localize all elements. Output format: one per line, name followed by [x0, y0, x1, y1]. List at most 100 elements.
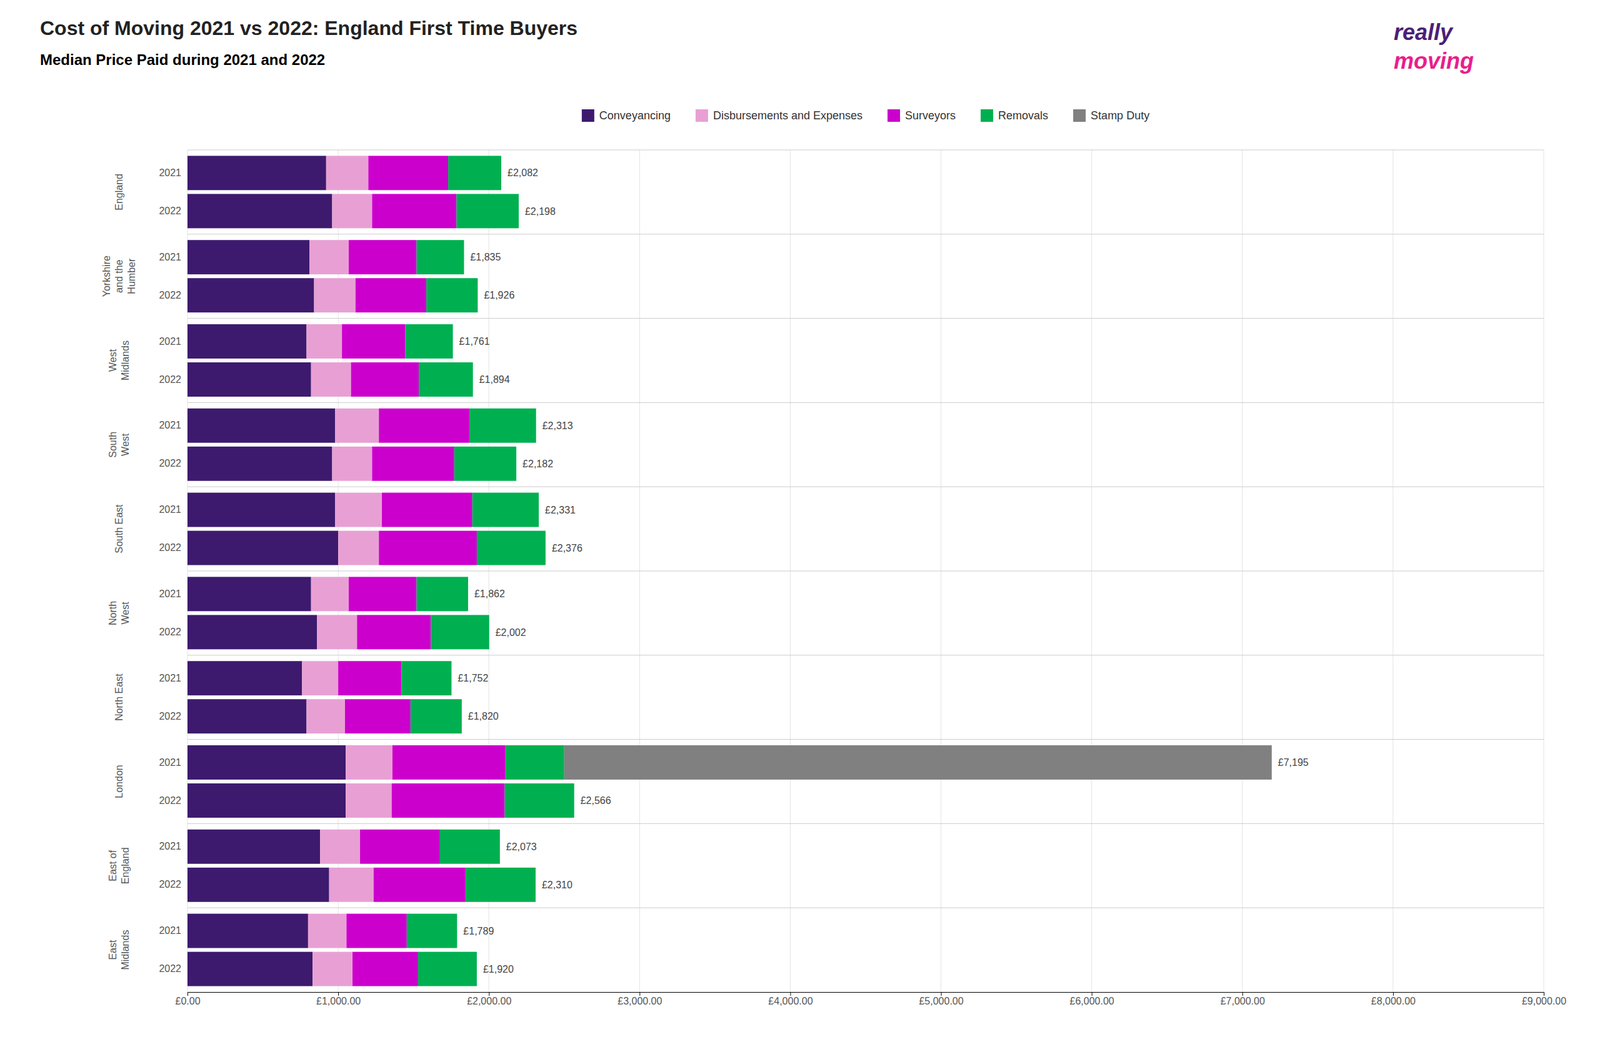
bar-segment — [360, 830, 440, 865]
y-tick-label: 2021 — [158, 757, 182, 769]
legend-item: Disbursements and Expenses — [695, 109, 863, 122]
legend-swatch — [581, 109, 595, 122]
group-label: Yorkshireand theHumber — [101, 255, 137, 297]
bar-segment — [187, 278, 315, 313]
bar-segment — [418, 952, 477, 987]
total-label: £1,820 — [468, 711, 499, 722]
y-tick: 2022 — [158, 963, 188, 975]
bar-segment — [187, 408, 335, 444]
y-axis-group: 20212022 — [158, 336, 188, 385]
series — [401, 155, 574, 987]
bar-segment — [451, 661, 452, 696]
x-tick-mark — [338, 992, 339, 997]
bar-segment — [406, 914, 458, 949]
bar-segment — [452, 324, 454, 359]
bar-segment — [469, 408, 537, 444]
legend-label: Surveyors — [905, 109, 956, 122]
bar-segment — [320, 830, 360, 865]
bar-segment — [345, 745, 393, 780]
bar-segment — [371, 193, 457, 229]
total-label: £2,310 — [541, 880, 573, 891]
bar-segment — [545, 531, 546, 566]
annotation: really — [1393, 19, 1454, 45]
y-tick-label: 2021 — [158, 251, 182, 263]
group-separator — [187, 402, 1544, 404]
total-label: £2,002 — [495, 627, 527, 639]
x-tick-mark — [1091, 992, 1093, 997]
group-label: EastMidlands — [107, 930, 131, 971]
x-tick: £5,000.00 — [918, 992, 964, 1007]
bar-segment — [187, 745, 346, 780]
bar-segment — [456, 914, 458, 949]
bar-segment — [573, 783, 575, 819]
group-separator — [187, 318, 1544, 319]
y-tick-label: 2022 — [158, 290, 182, 301]
bar-segment — [416, 576, 468, 612]
group-label: WestMidlands — [107, 340, 131, 381]
group-separator — [187, 233, 1544, 235]
bar-segment — [335, 408, 379, 444]
bar-segment — [351, 362, 420, 397]
bar-segment — [505, 783, 575, 819]
y-tick-label: 2021 — [158, 167, 182, 179]
group-separator — [187, 655, 1544, 656]
x-tick-label: £2,000.00 — [466, 996, 512, 1007]
group-separator — [187, 908, 1544, 909]
x-tick: £9,000.00 — [1521, 992, 1567, 1007]
y-tick-label: 2021 — [158, 504, 182, 515]
bar-segment — [472, 493, 539, 528]
group-separator — [187, 823, 1544, 825]
y-tick: 2021 — [158, 588, 188, 600]
y-tick-label: 2022 — [158, 205, 182, 217]
bar-segment — [488, 615, 490, 650]
bar-segment — [401, 661, 452, 696]
bar-segment — [312, 952, 353, 987]
group-separator — [187, 150, 1544, 151]
bar-segment — [516, 446, 517, 482]
bar-segment — [187, 952, 313, 987]
plot-area: £2,082£2,198£1,835£1,926£1,761£1,894£2,3… — [101, 150, 1567, 1007]
x-tick-mark — [1543, 992, 1545, 997]
bar-segment — [463, 240, 465, 275]
x-tick-mark — [941, 992, 942, 997]
bar-segment — [311, 576, 349, 612]
bar-segment — [461, 699, 462, 734]
x-axis: £0.00£1,000.00£2,000.00£3,000.00£4,000.0… — [175, 992, 1567, 1007]
total-label: £1,752 — [457, 673, 489, 684]
bar-segment — [187, 155, 327, 190]
bar-segment — [392, 745, 506, 780]
group-separator — [187, 739, 1544, 740]
bars — [187, 155, 1272, 987]
y-axis-group: 20212022 — [158, 504, 188, 554]
y-tick-label: 2021 — [158, 673, 182, 684]
total-label: £7,195 — [1278, 757, 1309, 769]
bar-segment — [378, 531, 477, 566]
series — [338, 155, 506, 987]
bar-segment — [301, 661, 339, 696]
group-label: NorthWest — [107, 601, 131, 626]
group-label: South East — [113, 504, 125, 554]
group-label: North East — [113, 673, 125, 722]
legend-item: Removals — [980, 109, 1049, 122]
y-axis-group: 20212022 — [158, 588, 188, 638]
bar-segment — [535, 868, 536, 903]
y-tick: 2022 — [158, 374, 188, 385]
y-axis-group: 2021 2022 — [158, 167, 188, 217]
bar-segment — [187, 531, 339, 566]
bar-segment — [314, 278, 356, 313]
total-label: £1,862 — [474, 588, 505, 600]
bar-segment — [518, 193, 519, 229]
bar-segment — [311, 362, 352, 397]
total-label: £2,073 — [506, 841, 537, 853]
bar-segment — [309, 240, 349, 275]
y-tick: 2022 — [158, 205, 188, 217]
bar-segment — [345, 783, 392, 819]
y-axis-group: 2021 2022 — [158, 925, 188, 975]
bar-segment — [355, 278, 427, 313]
y-tick-label: 2021 — [158, 420, 182, 431]
y-tick: 2022 — [158, 879, 188, 890]
data-labels: £2,082£2,198£1,835£1,926£1,761£1,894£2,3… — [457, 167, 1309, 975]
y-tick: 2021 — [158, 925, 188, 937]
y-tick-label: 2022 — [158, 963, 182, 975]
bar-segment — [472, 362, 474, 397]
